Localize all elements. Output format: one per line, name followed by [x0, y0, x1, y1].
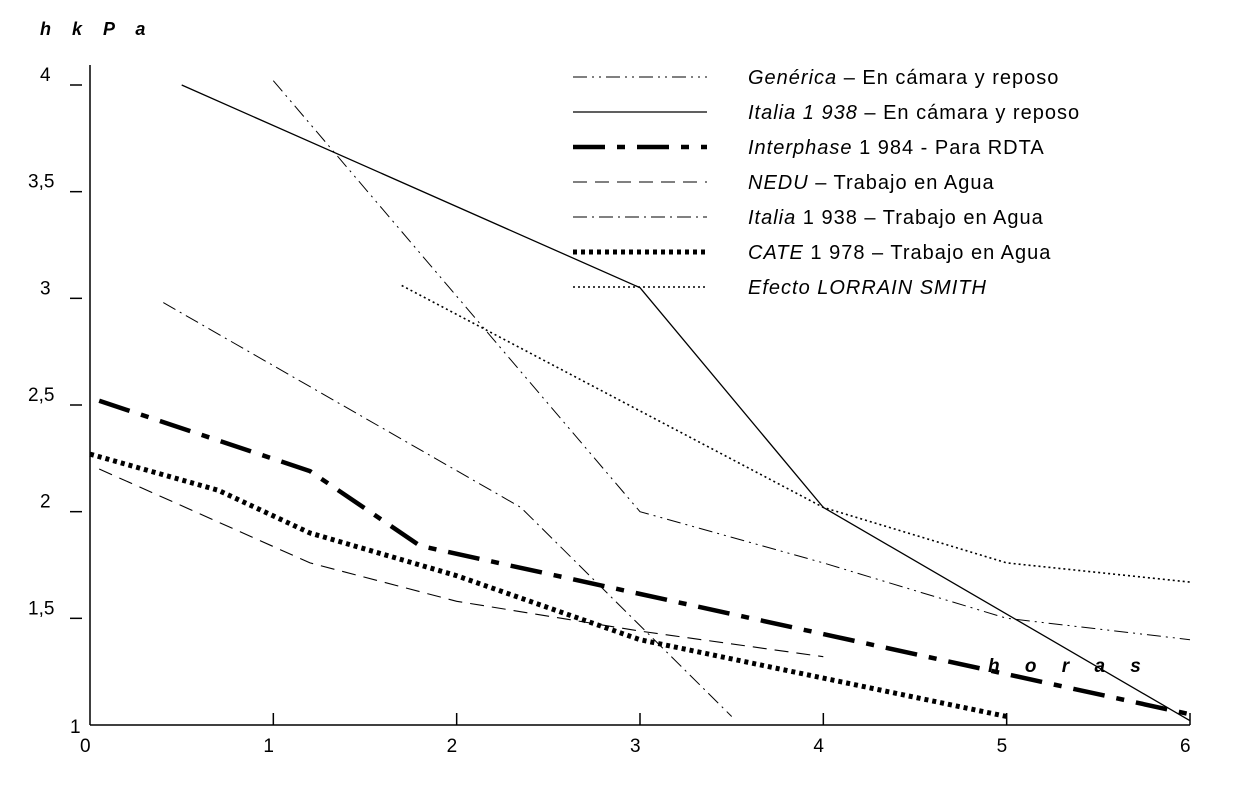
legend-label-italia_camara: Italia 1 938 – En cámara y reposo [748, 102, 1080, 124]
series-line-interphase [98, 398, 1191, 717]
y-tick-label: 1,5 [28, 598, 54, 619]
y-tick-label: 1 [70, 717, 81, 738]
series-line-cate [89, 451, 1008, 719]
y-tick-label: 3 [40, 278, 51, 299]
x-axis-label: h o r a s [988, 656, 1151, 677]
legend-label-nedu: NEDU – Trabajo en Agua [748, 172, 995, 194]
x-tick-label: 2 [447, 736, 458, 757]
legend-label-interphase: Interphase 1 984 - Para RDTA [748, 137, 1045, 159]
series-line-lorrain [401, 284, 1191, 583]
y-tick-label: 2,5 [28, 385, 54, 406]
x-tick-label: 1 [263, 736, 274, 757]
series-layer [89, 80, 1191, 722]
x-tick-label: 4 [813, 736, 824, 757]
x-tick-label: 6 [1180, 736, 1191, 757]
y-tick-label: 4 [40, 65, 51, 86]
x-tick-label: 3 [630, 736, 641, 757]
x-tick-label: 5 [997, 736, 1008, 757]
axes: 0 1 2 3 4 5 611,522,533,54 [28, 65, 1191, 757]
y-tick-label: 3,5 [28, 172, 54, 193]
legend-label-generica: Genérica – En cámara y reposo [748, 67, 1059, 89]
x-tick-label: 0 [80, 736, 91, 757]
legend-label-italia_agua: Italia 1 938 – Trabajo en Agua [748, 207, 1044, 229]
series-line-italia_camara [181, 84, 1191, 722]
series-line-italia_agua [163, 302, 733, 717]
y-axis-label: h k P a [40, 19, 153, 39]
legend-label-cate: CATE 1 978 – Trabajo en Agua [748, 242, 1051, 264]
legend: Genérica – En cámara y reposo Italia 1 93… [573, 67, 1080, 299]
y-tick-label: 2 [40, 492, 51, 513]
series-line-generica [272, 80, 1191, 641]
series-line-nedu [98, 468, 824, 658]
legend-label-lorrain: Efecto LORRAIN SMITH [748, 277, 987, 299]
